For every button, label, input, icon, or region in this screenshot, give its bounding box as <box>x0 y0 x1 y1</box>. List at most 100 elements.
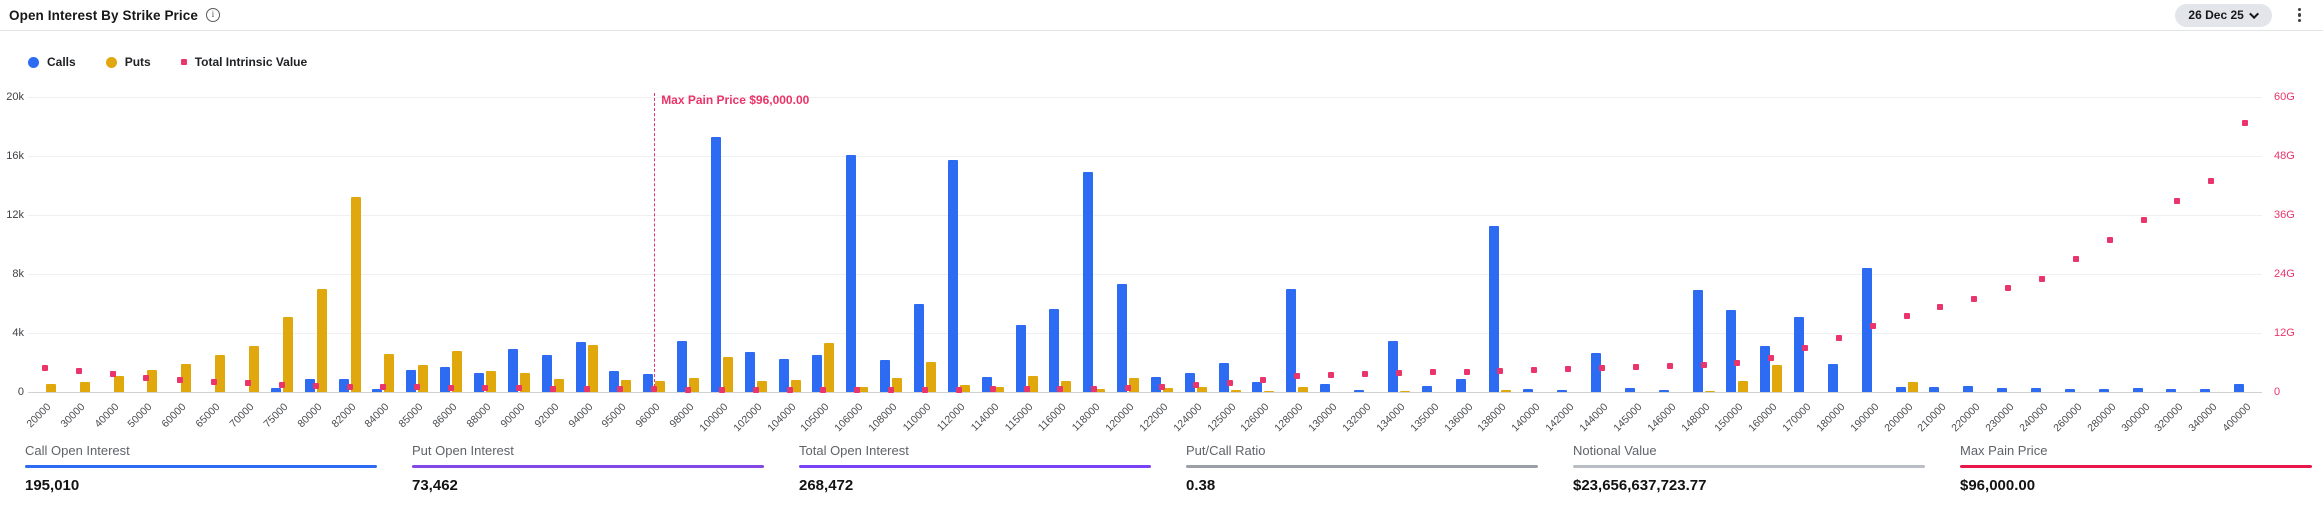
calls-bar-135000 <box>1422 386 1432 392</box>
left-axis-tick-label: 8k <box>0 268 24 280</box>
puts-bar-125000 <box>1231 390 1241 392</box>
calls-bar-98000 <box>677 341 687 392</box>
intrinsic-value-dot-90000 <box>516 385 522 391</box>
calls-bar-190000 <box>1862 268 1872 392</box>
left-axis-tick-label: 0 <box>0 386 24 398</box>
intrinsic-value-dot-75000 <box>279 382 285 388</box>
intrinsic-value-dot-100000 <box>719 387 725 393</box>
chevron-down-icon <box>2249 9 2259 19</box>
right-axis-tick-label: 60G <box>2274 91 2314 103</box>
intrinsic-value-dot-20000 <box>42 365 48 371</box>
expiry-date-selector[interactable]: 26 Dec 25 <box>2175 4 2271 27</box>
calls-bar-148000 <box>1693 290 1703 393</box>
intrinsic-value-dot-122000 <box>1159 384 1165 390</box>
intrinsic-value-dot-280000 <box>2107 237 2113 243</box>
calls-bar-132000 <box>1354 390 1364 392</box>
intrinsic-value-dot-148000 <box>1701 362 1707 368</box>
intrinsic-value-dot-130000 <box>1328 372 1334 378</box>
max-pain-line <box>654 93 655 392</box>
gridline <box>28 274 2262 275</box>
chart-legend: Calls Puts Total Intrinsic Value <box>28 55 307 69</box>
intrinsic-value-dot-240000 <box>2039 276 2045 282</box>
calls-bar-260000 <box>2065 389 2075 392</box>
calls-bar-110000 <box>914 304 924 392</box>
calls-bar-118000 <box>1083 172 1093 392</box>
intrinsic-value-dot-112000 <box>956 387 962 393</box>
kebab-dot <box>2298 19 2301 22</box>
info-icon[interactable] <box>206 8 220 22</box>
stat-value: $23,656,637,723.77 <box>1573 477 1960 494</box>
stat-underline <box>1186 465 1538 468</box>
intrinsic-value-dot-40000 <box>110 371 116 377</box>
square-marker-icon <box>181 59 187 65</box>
calls-bar-106000 <box>846 155 856 392</box>
puts-bar-138000 <box>1501 390 1511 392</box>
calls-bar-170000 <box>1794 317 1804 392</box>
stat-label: Put Open Interest <box>412 443 799 458</box>
calls-bar-230000 <box>1997 388 2007 392</box>
intrinsic-value-dot-132000 <box>1362 371 1368 377</box>
intrinsic-value-dot-128000 <box>1294 373 1300 379</box>
calls-bar-120000 <box>1117 284 1127 392</box>
puts-bar-150000 <box>1738 381 1748 392</box>
intrinsic-value-dot-96000 <box>651 386 657 392</box>
intrinsic-value-dot-108000 <box>888 387 894 393</box>
intrinsic-value-dot-136000 <box>1464 369 1470 375</box>
intrinsic-value-dot-126000 <box>1260 377 1266 383</box>
calls-bar-240000 <box>2031 388 2041 392</box>
puts-bar-75000 <box>283 317 293 392</box>
puts-bar-160000 <box>1772 365 1782 392</box>
intrinsic-value-dot-220000 <box>1971 296 1977 302</box>
puts-bar-148000 <box>1705 391 1715 393</box>
right-axis-tick-label: 48G <box>2274 150 2314 162</box>
stat-value: 73,462 <box>412 477 799 494</box>
calls-bar-112000 <box>948 160 958 392</box>
intrinsic-value-dot-320000 <box>2174 198 2180 204</box>
stat-underline <box>799 465 1151 468</box>
intrinsic-value-dot-98000 <box>685 387 691 393</box>
puts-bar-40000 <box>114 376 124 392</box>
intrinsic-value-dot-150000 <box>1734 360 1740 366</box>
intrinsic-value-dot-50000 <box>143 375 149 381</box>
calls-bar-320000 <box>2166 389 2176 392</box>
stat-label: Call Open Interest <box>25 443 412 458</box>
intrinsic-value-dot-114000 <box>990 386 996 392</box>
intrinsic-value-dot-84000 <box>380 384 386 390</box>
x-axis-line <box>28 392 2262 393</box>
calls-bar-116000 <box>1049 309 1059 392</box>
legend-label: Calls <box>47 55 76 69</box>
more-options-button[interactable] <box>2292 5 2307 26</box>
kebab-dot <box>2298 13 2301 16</box>
left-axis-tick-label: 4k <box>0 327 24 339</box>
right-axis-tick-label: 0 <box>2274 386 2314 398</box>
legend-item-total-intrinsic-value[interactable]: Total Intrinsic Value <box>181 55 307 69</box>
page-title: Open Interest By Strike Price <box>9 8 198 23</box>
calls-bar-94000 <box>576 342 586 392</box>
puts-bar-82000 <box>351 197 361 392</box>
intrinsic-value-dot-134000 <box>1396 370 1402 376</box>
intrinsic-value-dot-400000 <box>2242 120 2248 126</box>
intrinsic-value-dot-146000 <box>1667 363 1673 369</box>
legend-item-calls[interactable]: Calls <box>28 55 76 69</box>
legend-item-puts[interactable]: Puts <box>106 55 151 69</box>
puts-bar-128000 <box>1298 387 1308 392</box>
intrinsic-value-dot-86000 <box>448 385 454 391</box>
stat-value: $96,000.00 <box>1960 477 2323 494</box>
intrinsic-value-dot-125000 <box>1227 380 1233 386</box>
calls-bar-75000 <box>271 388 281 392</box>
calls-bar-130000 <box>1320 384 1330 392</box>
calls-bar-200000 <box>1896 387 1906 392</box>
intrinsic-value-dot-300000 <box>2141 217 2147 223</box>
stat-underline <box>412 465 764 468</box>
intrinsic-value-dot-140000 <box>1531 367 1537 373</box>
left-axis-tick-label: 20k <box>0 91 24 103</box>
intrinsic-value-dot-95000 <box>617 386 623 392</box>
calls-bar-220000 <box>1963 386 1973 392</box>
calls-bar-140000 <box>1523 389 1533 392</box>
gridline <box>28 156 2262 157</box>
max-pain-label: Max Pain Price $96,000.00 <box>661 93 809 107</box>
calls-bar-160000 <box>1760 346 1770 392</box>
calls-bar-144000 <box>1591 353 1601 392</box>
